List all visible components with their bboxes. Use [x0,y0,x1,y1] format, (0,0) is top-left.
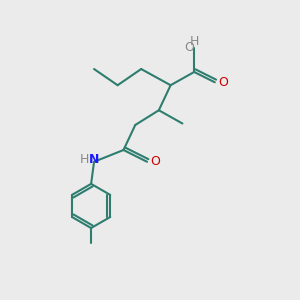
Text: O: O [218,76,228,89]
Text: H: H [80,153,89,166]
Text: O: O [150,155,160,168]
Text: N: N [89,153,99,166]
Text: H: H [190,35,199,48]
Text: O: O [184,41,194,54]
